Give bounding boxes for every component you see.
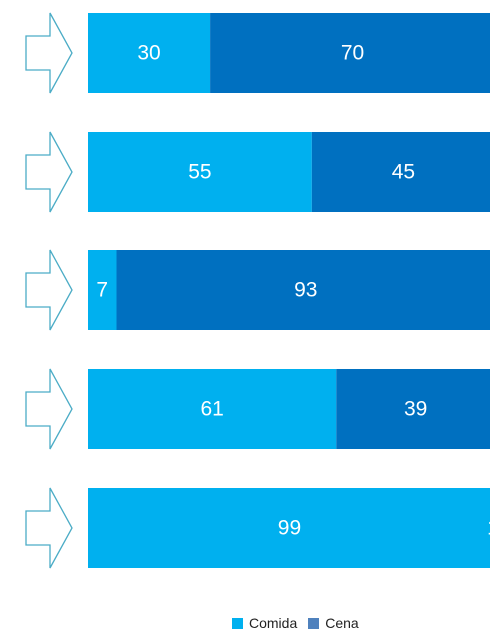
legend-label-comida: Comida: [249, 615, 298, 631]
data-label-comida-4: 61: [200, 398, 223, 421]
data-label-cena-4: 39: [404, 398, 427, 421]
bar-comida-3: [88, 250, 117, 330]
legend-item-comida: Comida: [232, 615, 297, 631]
bar-cena-3: [116, 250, 490, 330]
data-label-comida-2: 55: [188, 161, 211, 184]
legend-swatch-comida: [232, 617, 243, 629]
row-arrow-icon-2: [25, 131, 73, 213]
data-label-cena-1: 70: [341, 42, 364, 65]
data-label-cena-5: 1: [487, 517, 490, 540]
legend-item-cena: Cena: [308, 615, 359, 631]
row-arrow-icon-3: [25, 249, 73, 331]
data-label-comida-3: 7: [96, 279, 108, 302]
bar-cena-1: [210, 13, 490, 93]
legend-swatch-cena: [308, 617, 320, 629]
bar-comida-4: [88, 369, 337, 449]
data-label-cena-2: 45: [392, 161, 415, 184]
bar-comida-5: [88, 488, 490, 568]
bar-comida-2: [88, 132, 312, 212]
legend-label-cena: Cena: [325, 615, 359, 631]
data-label-comida-1: 30: [137, 42, 160, 65]
row-arrow-icon-4: [25, 368, 73, 450]
bar-cena-4: [336, 369, 490, 449]
bar-cena-2: [311, 132, 490, 212]
chart-legend: Comida Cena: [232, 615, 370, 631]
bar-comida-1: [88, 13, 211, 93]
row-arrow-icon-5: [25, 487, 73, 569]
data-label-comida-5: 99: [278, 517, 301, 540]
row-arrow-icon-1: [25, 12, 73, 94]
data-label-cena-3: 93: [294, 279, 317, 302]
